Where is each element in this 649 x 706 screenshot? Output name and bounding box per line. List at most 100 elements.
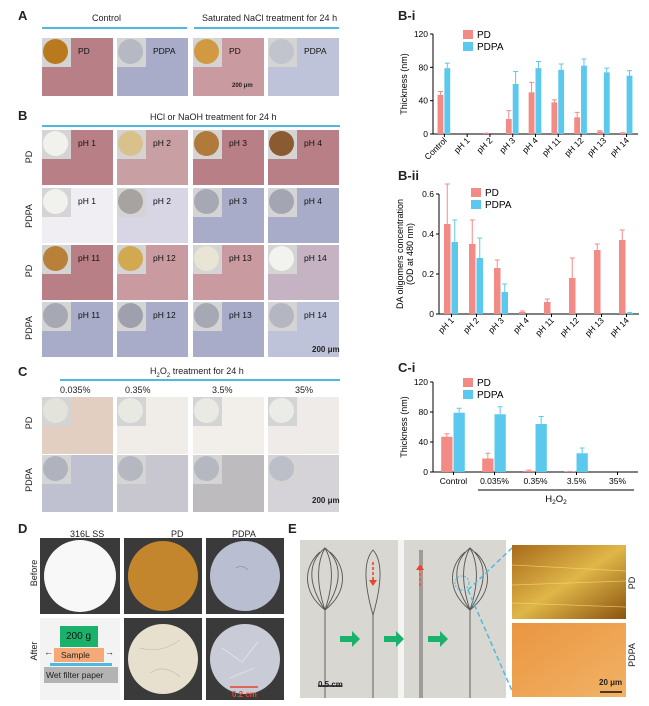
- y-tick-label: 0.4: [422, 229, 434, 239]
- sample-disc: [43, 39, 68, 64]
- b-tile-r4-c2: pH 12: [117, 302, 188, 357]
- chart-b-ii: 0 0.2 0.4 0.6 DA oligomers concentration (OD …: [395, 183, 639, 338]
- legend-swatch-pd: [463, 30, 473, 39]
- y-tick-label: 0.6: [422, 189, 434, 199]
- x-tick-label: pH 11: [540, 135, 563, 158]
- filter-strip: [50, 663, 112, 666]
- sample-inset: [268, 130, 297, 159]
- y-tick-label: 120: [414, 29, 428, 39]
- sample-disc: [43, 303, 68, 328]
- legend-swatch-pd: [463, 378, 473, 387]
- panel-label-b: B: [18, 108, 28, 123]
- d-before: Before: [29, 559, 39, 587]
- y-tick-label: 80: [419, 407, 429, 417]
- tile-label: pH 3: [229, 196, 247, 206]
- bar-pd-8: [619, 133, 626, 134]
- x-tick-label: pH 11: [533, 315, 556, 338]
- weight-block: [60, 626, 98, 647]
- sample-inset: [42, 302, 71, 331]
- sample-inset: [193, 245, 222, 274]
- panel-label-b-ii: B-ii: [398, 168, 419, 183]
- bar-pdpa-7: [603, 72, 610, 134]
- y-axis-label: Thickness (nm): [399, 396, 409, 458]
- y-tick-label: 0.2: [422, 269, 434, 279]
- c-row-pd: PD: [24, 416, 34, 430]
- sample-inset: [42, 397, 71, 426]
- x-tick-label: pH 3: [497, 135, 517, 155]
- b-tile-r2-c2: pH 2: [117, 188, 188, 243]
- x-tick-label: pH 12: [558, 315, 581, 338]
- x-tick-label: 3.5%: [567, 476, 587, 486]
- a-tile-1: PD: [42, 38, 113, 96]
- bar-pdpa-4: [535, 68, 542, 134]
- legend-label-pdpa: PDPA: [477, 390, 504, 401]
- control-line: [42, 27, 187, 29]
- d-scale-label: 0.2 cm: [232, 690, 257, 699]
- legend-label-pd: PD: [477, 30, 491, 41]
- x-tick-label: pH 3: [486, 315, 506, 335]
- bar-pdpa-5: [558, 69, 565, 134]
- x-tick-label: pH 14: [608, 315, 631, 338]
- c-scale-label: 200 μm: [312, 496, 340, 505]
- weight-label: 200 g: [66, 631, 92, 642]
- y-axis-label: DA oligomers concentration: [395, 199, 405, 309]
- tile-label: pH 1: [78, 138, 96, 148]
- sample-inset: [193, 397, 222, 426]
- sample-disc: [118, 398, 143, 423]
- bar-pdpa-7: [626, 313, 633, 314]
- b-row-pd-1: PD: [24, 150, 34, 164]
- bar-pd-2: [494, 268, 501, 314]
- panel-e-micro: [512, 545, 626, 697]
- sample-disc: [194, 39, 219, 64]
- bar-pd-1: [469, 244, 476, 314]
- b-tile-r1-c4: pH 4: [268, 130, 339, 185]
- tile-label: pH 13: [229, 310, 252, 320]
- sample-inset: [193, 302, 222, 331]
- tile-label: pH 13: [229, 253, 252, 263]
- sample-disc: [118, 131, 143, 156]
- x-group-label: H2O2: [545, 494, 567, 506]
- bar-pd-4: [528, 92, 535, 134]
- arrow-right: →: [105, 647, 114, 657]
- legend-label-pdpa: PDPA: [485, 200, 512, 211]
- b-scale-label: 200 μm: [312, 345, 340, 354]
- y-tick-label: 120: [414, 377, 428, 387]
- sample-block: [54, 648, 104, 662]
- bar-pd-6: [594, 250, 601, 314]
- sample-inset: [117, 38, 146, 67]
- bar-pdpa-8: [626, 75, 633, 134]
- y-tick-label: 40: [419, 96, 429, 106]
- d-col-pdpa: PDPA: [232, 529, 256, 539]
- tile-label: pH 12: [153, 310, 176, 320]
- legend-swatch-pdpa: [463, 42, 473, 51]
- e-pd-label: PD: [627, 576, 637, 590]
- sample-disc: [118, 39, 143, 64]
- tile-label: pH 11: [78, 310, 101, 320]
- bar-pd-0: [444, 224, 451, 314]
- bar-pd-7: [597, 131, 603, 134]
- c-tile-pd-4: [268, 397, 339, 454]
- panel-label-d: D: [18, 521, 28, 536]
- b-row-pdpa-2: PDPA: [24, 316, 34, 340]
- x-tick-label: pH 2: [475, 135, 495, 155]
- b-tile-r3-c3: pH 13: [193, 245, 264, 300]
- tile-label: pH 12: [153, 253, 176, 263]
- sample-disc: [194, 189, 219, 214]
- sample-inset: [193, 455, 222, 484]
- sample-disc: [194, 246, 219, 271]
- y-tick-label: 0: [423, 467, 428, 477]
- tile-label: pH 1: [78, 196, 96, 206]
- bar-pdpa-3: [512, 84, 519, 134]
- paper-label: Wet filter paper: [46, 670, 104, 680]
- tile-label: pH 3: [229, 138, 247, 148]
- b-tile-r1-c2: pH 2: [117, 130, 188, 185]
- bar-pd-7: [619, 240, 626, 314]
- sample-inset: [117, 302, 146, 331]
- c-conc-label-4: 35%: [295, 385, 314, 395]
- e-scale1-label: 0.5 cm: [318, 680, 343, 689]
- panel-label-c-i: C-i: [398, 360, 416, 375]
- c-conc-label-2: 0.35%: [125, 385, 151, 395]
- bar-pd-5: [551, 102, 558, 134]
- tile-label: pH 14: [304, 310, 327, 320]
- sample-inset: [42, 130, 71, 159]
